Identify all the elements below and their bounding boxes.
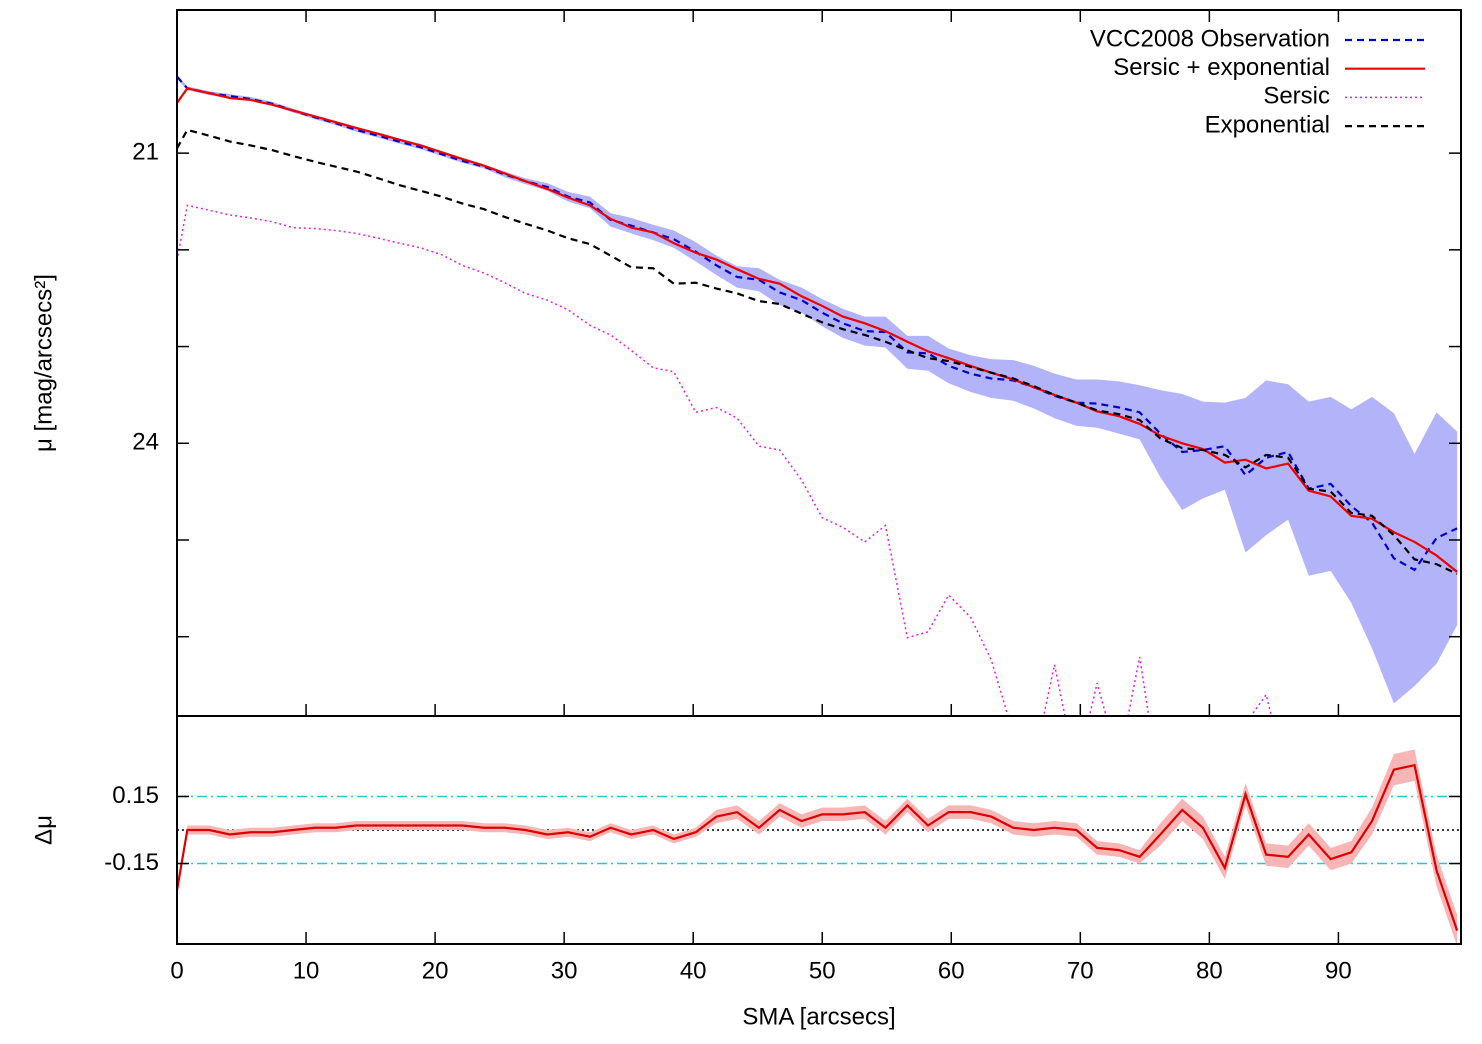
y-axis-label: Δμ [30, 815, 57, 845]
legend-label: Sersic [1263, 83, 1330, 110]
x-tick-label: 60 [938, 957, 965, 984]
y-tick-label: 24 [132, 429, 159, 456]
error-band [177, 74, 1458, 704]
y-tick-label: -0.15 [104, 849, 159, 876]
x-tick-label: 90 [1325, 957, 1352, 984]
y-tick-label: 0.15 [112, 782, 159, 809]
x-tick-label: 40 [680, 957, 707, 984]
legend-label: Sersic + exponential [1113, 54, 1330, 81]
x-tick-label: 20 [422, 957, 449, 984]
y-axis-label: μ [mag/arcsecs²] [30, 274, 57, 452]
legend-label: Exponential [1205, 111, 1330, 138]
x-axis-label: SMA [arcsecs] [742, 1003, 895, 1030]
y-tick-label: 21 [132, 138, 159, 165]
series-line [177, 87, 1458, 573]
legend-label: VCC2008 Observation [1090, 25, 1330, 52]
x-tick-label: 30 [551, 957, 578, 984]
series-line [177, 763, 1459, 931]
x-tick-label: 10 [293, 957, 320, 984]
series-line [177, 128, 1458, 575]
plot-area [177, 749, 1461, 944]
series-line [177, 76, 1458, 572]
error-band [177, 749, 1458, 944]
x-tick-label: 50 [809, 957, 836, 984]
x-tick-label: 0 [170, 957, 183, 984]
plot-frame [176, 715, 1462, 945]
x-tick-label: 70 [1067, 957, 1094, 984]
plot-area [177, 74, 1458, 716]
x-tick-label: 80 [1196, 957, 1223, 984]
